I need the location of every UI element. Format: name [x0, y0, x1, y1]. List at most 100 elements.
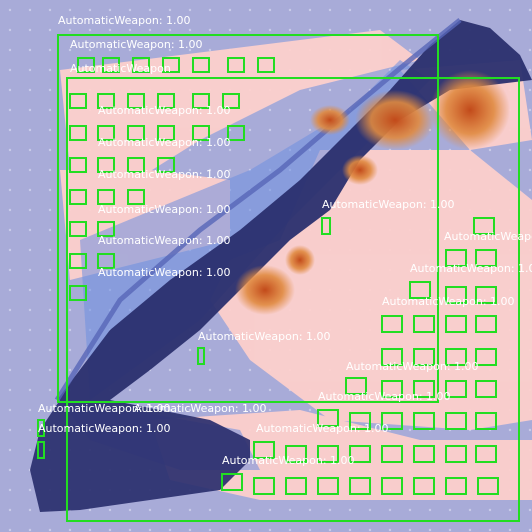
detection-box: [222, 93, 240, 109]
detection-label: AutomaticWeapon: 1.00: [410, 262, 532, 275]
detection-box: [349, 445, 371, 463]
detection-box: [475, 348, 497, 366]
detection-box: [413, 477, 435, 495]
detection-box: [413, 412, 435, 430]
detection-box: [381, 477, 403, 495]
detection-box: [157, 125, 175, 141]
detection-label: AutomaticWeapon: 1.00: [98, 168, 231, 181]
detection-box: [69, 285, 87, 301]
detection-box: [97, 157, 115, 173]
detection-label: AutomaticWeapon: 1.00: [198, 330, 331, 343]
detection-box: [475, 380, 497, 398]
detection-box: [445, 445, 467, 463]
detection-box: [69, 221, 87, 237]
detection-label: AutomaticWeapon: 1.00: [70, 38, 203, 51]
detection-label: AutomaticWeapon: 1.00: [256, 422, 389, 435]
detection-boxes: [37, 34, 520, 522]
detection-label: AutomaticWeapon: 1.00: [134, 402, 267, 415]
detection-box: [285, 445, 307, 463]
detection-box: [127, 157, 145, 173]
detection-box: [192, 57, 210, 73]
detection-label: AutomaticWeapon: 1.00: [318, 390, 451, 403]
detection-label: AutomaticWeapon: 1.00: [322, 198, 455, 211]
detection-label: AutomaticWeapon: 1.00: [382, 295, 515, 308]
detection-box: [257, 57, 275, 73]
detection-box: [317, 409, 339, 427]
detection-label: AutomaticWeapon: 1.00: [98, 234, 231, 247]
detection-box: [197, 347, 205, 365]
detection-box: [192, 93, 210, 109]
detection-box: [445, 412, 467, 430]
detection-box: [221, 473, 243, 491]
detection-box: [317, 477, 339, 495]
detection-box: [253, 441, 275, 459]
knife-edge: [54, 18, 462, 402]
detection-label: AutomaticWeapon: 1.00: [38, 422, 171, 435]
detection-box: [97, 221, 115, 237]
knife-blade: [57, 20, 532, 400]
detection-box: [285, 477, 307, 495]
knife-handle: [30, 400, 250, 512]
detection-box: [192, 125, 210, 141]
detection-box: [349, 412, 371, 430]
detection-box: [445, 380, 467, 398]
detection-box: [381, 412, 403, 430]
detection-box: [345, 377, 367, 395]
detection-label: AutomaticWeapon: [70, 62, 171, 75]
detection-box: [475, 412, 497, 430]
detection-box: [102, 57, 120, 73]
detection-box: [445, 348, 467, 366]
detection-box: [413, 380, 435, 398]
detection-box: [321, 217, 331, 235]
heatmap-hot-spots: [235, 70, 510, 315]
detection-box: [475, 315, 497, 333]
detection-box: [227, 57, 245, 73]
detection-box: [69, 125, 87, 141]
detection-box: [227, 125, 245, 141]
detection-box: [381, 315, 403, 333]
detection-box: [127, 93, 145, 109]
detection-box: [69, 93, 87, 109]
detection-label: AutomaticWeapon: 1.00: [98, 266, 231, 279]
detection-box: [97, 125, 115, 141]
detection-box: [475, 445, 497, 463]
detection-box: [97, 93, 115, 109]
detection-label: AutomaticWeapon: 1.00: [222, 454, 355, 467]
detection-box: [381, 380, 403, 398]
detection-box: [66, 77, 520, 522]
detection-box: [253, 477, 275, 495]
detection-box: [473, 217, 495, 235]
detection-box: [127, 189, 145, 205]
detection-label: AutomaticWeapon: 1.00: [346, 360, 479, 373]
detection-box: [77, 57, 95, 73]
detection-box: [57, 34, 439, 403]
detection-box: [157, 93, 175, 109]
detection-box: [381, 348, 403, 366]
detection-box: [445, 315, 467, 333]
detection-box: [413, 348, 435, 366]
detection-box: [475, 286, 497, 304]
detection-box: [413, 445, 435, 463]
detection-box: [162, 57, 180, 73]
detection-box: [475, 249, 497, 267]
detection-box: [37, 419, 45, 437]
detection-label: AutomaticWeapon: 1.00: [58, 14, 191, 27]
detection-box: [349, 477, 371, 495]
detection-label: AutomaticWeapon: 1.00: [98, 203, 231, 216]
detection-box: [445, 249, 467, 267]
detection-box: [317, 445, 339, 463]
detection-box: [445, 477, 467, 495]
detection-box: [445, 286, 467, 304]
detection-label: AutomaticWeapon: 1.00: [38, 402, 171, 415]
detection-box: [413, 315, 435, 333]
detection-box: [381, 445, 403, 463]
detection-box: [69, 157, 87, 173]
detection-box: [69, 253, 87, 269]
detection-box: [157, 157, 175, 173]
detection-box: [477, 477, 499, 495]
detection-label: AutomaticWeapon: 1.00: [98, 136, 231, 149]
detection-box: [69, 189, 87, 205]
detection-box: [409, 281, 431, 299]
detection-label: AutomaticWeapon: 1.00: [98, 104, 231, 117]
